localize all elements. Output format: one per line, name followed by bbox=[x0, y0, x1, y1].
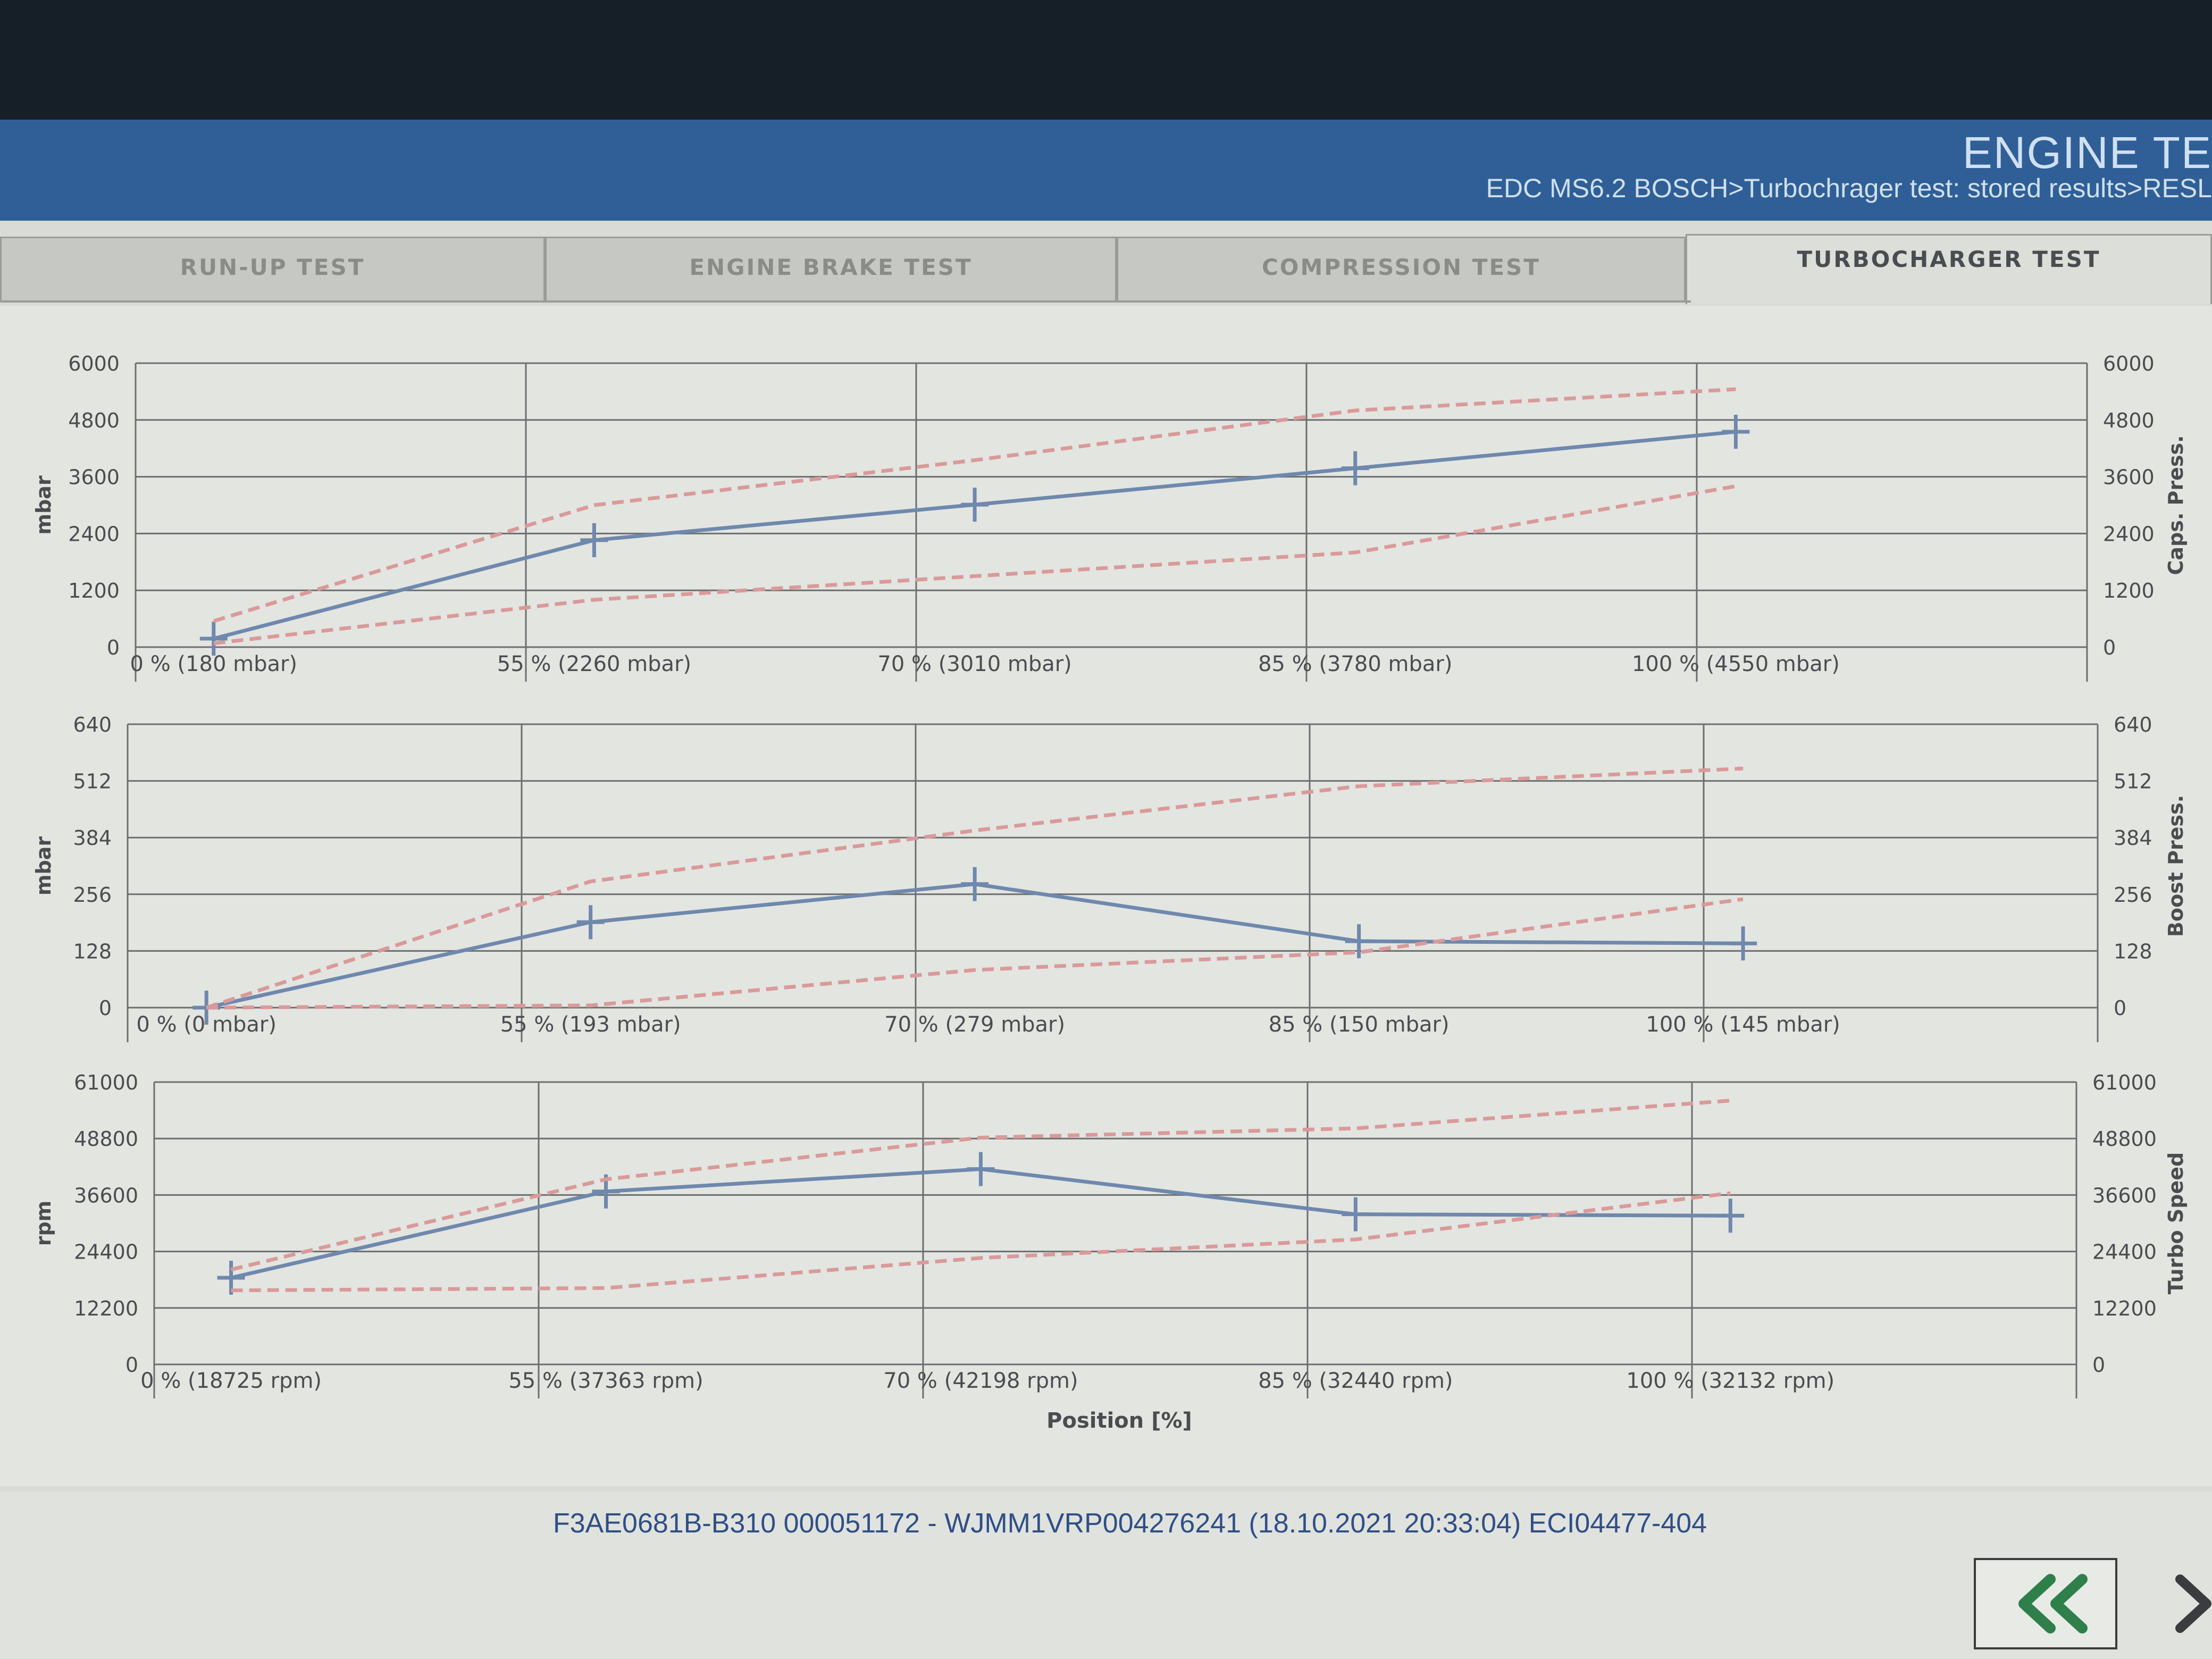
y-tick-label-left: 0 bbox=[107, 636, 120, 659]
y-tick-label-right: 512 bbox=[2114, 770, 2152, 793]
y-tick-label-left: 0 bbox=[125, 1353, 138, 1377]
y-tick-label-right: 6000 bbox=[2103, 352, 2155, 375]
category-label: 55 % (2260 mbar) bbox=[497, 652, 691, 676]
category-label: 100 % (4550 mbar) bbox=[1632, 652, 1840, 676]
vehicle-info: F3AE0681B-B310 000051172 - WJMM1VRP00427… bbox=[553, 1508, 1707, 1539]
y-axis-label-right: Turbo Speed bbox=[2164, 1152, 2188, 1294]
tab-engine-brake-test[interactable]: ENGINE BRAKE TEST bbox=[545, 237, 1117, 300]
y-tick-label-right: 24400 bbox=[2092, 1241, 2157, 1264]
y-tick-label-left: 128 bbox=[73, 940, 112, 963]
y-tick-label-left: 6000 bbox=[68, 352, 120, 375]
y-tick-label-left: 256 bbox=[73, 883, 112, 907]
series-upper-limit-line bbox=[206, 766, 1744, 1010]
y-tick-label-left: 640 bbox=[73, 713, 112, 736]
chevron-right-icon bbox=[2175, 1574, 2211, 1633]
y-tick-label-left: 512 bbox=[73, 770, 112, 793]
y-axis-label-right: Boost Press. bbox=[2164, 795, 2188, 937]
y-tick-label-right: 61000 bbox=[2092, 1071, 2157, 1094]
category-label: 55 % (37363 rpm) bbox=[508, 1369, 703, 1393]
tab-turbocharger-test[interactable]: TURBOCHARGER TEST bbox=[1686, 234, 2212, 304]
category-label: 0 % (18725 rpm) bbox=[140, 1369, 322, 1393]
category-label: 85 % (3780 mbar) bbox=[1258, 652, 1452, 676]
monitor-top-area bbox=[0, 0, 2212, 120]
y-tick-label-right: 0 bbox=[2103, 636, 2116, 659]
y-tick-label-left: 0 bbox=[99, 996, 112, 1020]
tab-run-up-test[interactable]: RUN-UP TEST bbox=[0, 237, 545, 300]
y-tick-label-left: 36600 bbox=[74, 1184, 138, 1207]
y-tick-label-right: 3600 bbox=[2103, 466, 2155, 489]
header-bar: ENGINE TE EDC MS6.2 BOSCH>Turbochrager t… bbox=[0, 120, 2212, 221]
series-upper-limit-line bbox=[230, 1099, 1731, 1271]
y-tick-label-left: 48800 bbox=[74, 1127, 138, 1151]
series-lower-limit-line bbox=[206, 897, 1744, 1010]
category-label: 100 % (145 mbar) bbox=[1646, 1012, 1840, 1037]
page-title: ENGINE TE bbox=[1962, 128, 2212, 178]
double-chevron-left-icon bbox=[2018, 1574, 2088, 1633]
y-tick-label-left: 3600 bbox=[68, 466, 120, 489]
tab-divider bbox=[0, 300, 1691, 303]
y-tick-label-right: 12200 bbox=[2092, 1297, 2157, 1320]
series-lower-limit-line bbox=[231, 1191, 1731, 1293]
series-upper-limit-line bbox=[213, 387, 1736, 623]
y-tick-label-right: 36600 bbox=[2092, 1184, 2157, 1207]
back-button[interactable] bbox=[1974, 1558, 2117, 1649]
y-tick-label-right: 2400 bbox=[2103, 522, 2155, 546]
y-axis-label-left: mbar bbox=[32, 475, 55, 534]
series-measured-line bbox=[206, 882, 1744, 1010]
y-tick-label-right: 384 bbox=[2114, 826, 2152, 850]
series-lower-limit-line bbox=[213, 484, 1737, 646]
breadcrumb: EDC MS6.2 BOSCH>Turbochrager test: store… bbox=[1486, 173, 2212, 203]
y-tick-label-right: 640 bbox=[2114, 713, 2152, 736]
y-tick-label-right: 1200 bbox=[2103, 579, 2155, 602]
category-label: 0 % (180 mbar) bbox=[130, 652, 297, 676]
y-tick-label-right: 256 bbox=[2114, 883, 2152, 907]
x-axis-label: Position [%] bbox=[1046, 1409, 1192, 1433]
next-button[interactable] bbox=[2159, 1558, 2212, 1649]
y-tick-label-right: 0 bbox=[2092, 1353, 2105, 1377]
tab-compression-test[interactable]: COMPRESSION TEST bbox=[1117, 237, 1686, 300]
category-label: 100 % (32132 rpm) bbox=[1626, 1369, 1834, 1393]
y-tick-label-left: 4800 bbox=[68, 409, 120, 432]
y-axis-label-right: Caps. Press. bbox=[2164, 435, 2188, 575]
category-label: 85 % (150 mbar) bbox=[1269, 1012, 1449, 1037]
turbocharger-charts: 0 0 1200 1200 2400 2400 3600 3600 4800 4800 6000 60… bbox=[32, 352, 2188, 1433]
y-tick-label-right: 4800 bbox=[2103, 409, 2155, 432]
category-label: 85 % (32440 rpm) bbox=[1258, 1369, 1453, 1393]
y-tick-label-right: 128 bbox=[2114, 940, 2152, 963]
y-tick-label-right: 48800 bbox=[2092, 1127, 2157, 1151]
y-axis-label-left: mbar bbox=[32, 836, 55, 895]
category-label: 55 % (193 mbar) bbox=[500, 1012, 681, 1037]
y-tick-label-left: 12200 bbox=[74, 1297, 138, 1320]
y-tick-label-left: 24400 bbox=[74, 1241, 138, 1264]
y-tick-label-left: 384 bbox=[73, 826, 112, 850]
category-label: 70 % (3010 mbar) bbox=[877, 652, 1071, 676]
category-label: 70 % (42198 rpm) bbox=[883, 1369, 1078, 1393]
y-tick-label-left: 61000 bbox=[74, 1071, 138, 1094]
series-measured-line bbox=[213, 430, 1736, 641]
footer-bar bbox=[0, 1492, 2212, 1659]
y-tick-label-left: 2400 bbox=[68, 522, 120, 546]
y-tick-label-left: 1200 bbox=[68, 579, 120, 602]
y-axis-label-left: rpm bbox=[32, 1201, 55, 1246]
category-label: 70 % (279 mbar) bbox=[884, 1012, 1065, 1037]
y-tick-label-right: 0 bbox=[2114, 996, 2126, 1020]
